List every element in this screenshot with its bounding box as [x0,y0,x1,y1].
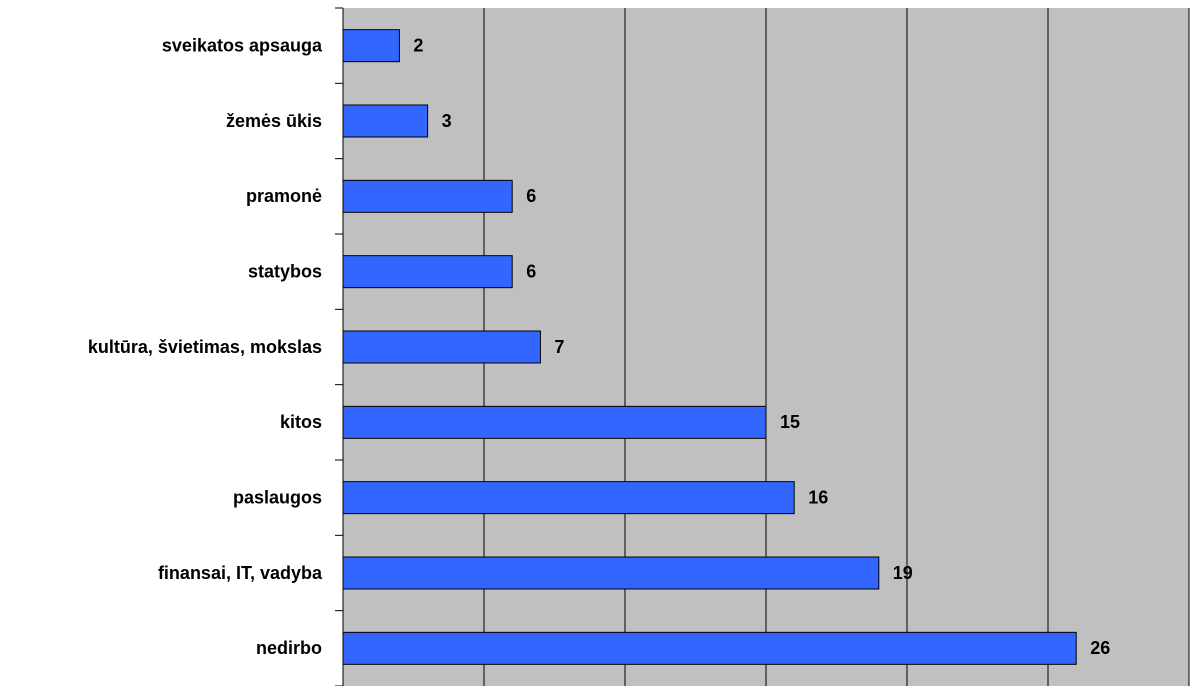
bar [342,405,767,439]
data-label: 6 [526,186,536,206]
y-tick-label: kitos [280,412,322,432]
y-tick-label: statybos [248,261,322,281]
bar [342,104,429,138]
data-label: 16 [808,487,828,507]
y-tick-label: paslaugos [233,487,322,507]
data-label: 26 [1090,638,1110,658]
data-label: 7 [554,337,564,357]
y-tick-label: kultūra, švietimas, mokslas [88,337,322,357]
data-label: 19 [893,563,913,583]
y-tick-label: pramonė [246,186,322,206]
data-label: 2 [413,35,423,55]
bar [342,481,795,515]
bar [342,29,400,63]
bar [342,556,880,590]
y-tick-label: finansai, IT, vadyba [158,563,323,583]
bar [342,179,513,213]
bar [342,255,513,289]
y-tick-label: žemės ūkis [226,111,322,131]
data-label: 15 [780,412,800,432]
y-tick-label: nedirbo [256,638,322,658]
data-label: 6 [526,261,536,281]
bar [342,631,1077,665]
y-tick-label: sveikatos apsauga [162,35,323,55]
data-label: 3 [442,111,452,131]
bar [342,330,541,364]
